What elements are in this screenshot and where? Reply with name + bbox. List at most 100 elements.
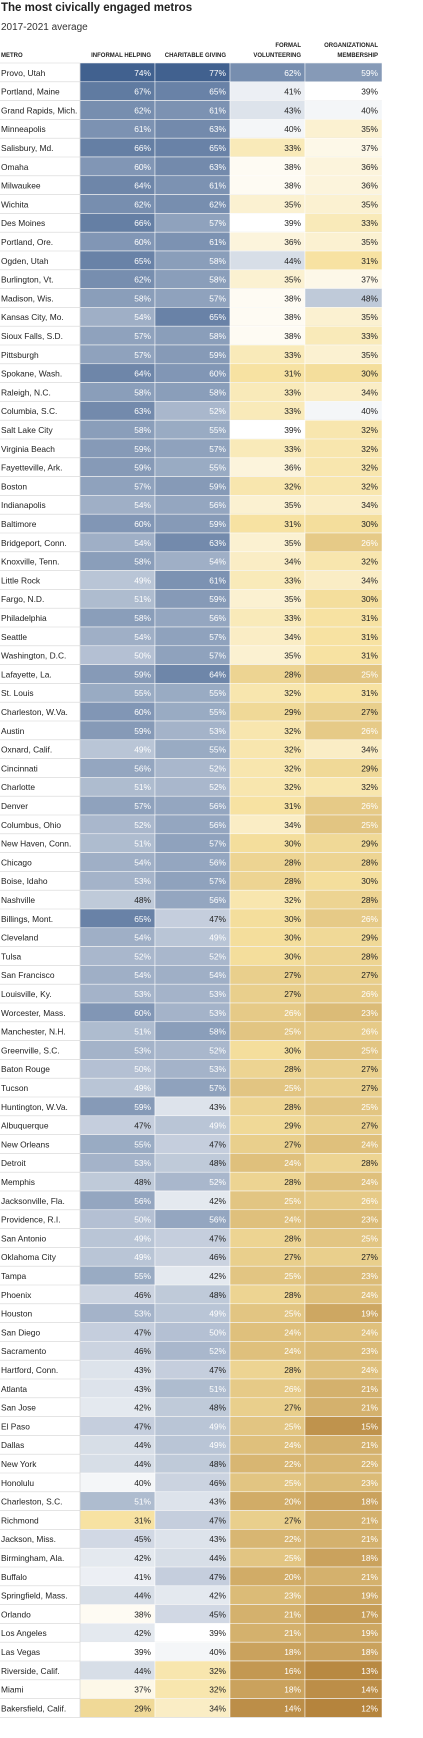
cell-value: 32% <box>284 688 301 698</box>
cell-value: 50% <box>134 1064 151 1074</box>
metro-label: Los Angeles <box>1 1628 47 1638</box>
cell-value: 25% <box>284 1027 301 1037</box>
cell-value: 53% <box>209 1064 226 1074</box>
cell-value: 44% <box>134 1666 151 1676</box>
cell-value: 62% <box>209 199 226 209</box>
cell-value: 26% <box>361 801 378 811</box>
cell-value: 24% <box>284 1158 301 1168</box>
cell-value: 34% <box>284 820 301 830</box>
cell-value: 54% <box>134 632 151 642</box>
cell-value: 25% <box>284 1478 301 1488</box>
cell-value: 59% <box>209 481 226 491</box>
cell-value: 34% <box>209 1703 226 1713</box>
metro-label: Honolulu <box>1 1478 34 1488</box>
cell-value: 40% <box>361 406 378 416</box>
cell-value: 30% <box>284 914 301 924</box>
cell-value: 58% <box>134 557 151 567</box>
cell-value: 33% <box>284 613 301 623</box>
metro-label: Wichita <box>1 199 29 209</box>
cell-value: 25% <box>361 1233 378 1243</box>
cell-value: 32% <box>284 782 301 792</box>
cell-value: 43% <box>134 1365 151 1375</box>
metro-label: Louisville, Ky. <box>1 989 52 999</box>
cell-value: 34% <box>361 387 378 397</box>
cell-value: 60% <box>209 369 226 379</box>
metro-label: New Haven, Conn. <box>1 839 71 849</box>
cell-value: 29% <box>284 1121 301 1131</box>
cell-value: 40% <box>284 124 301 134</box>
cell-value: 51% <box>134 1027 151 1037</box>
cell-value: 42% <box>209 1591 226 1601</box>
cell-value: 65% <box>209 143 226 153</box>
cell-value: 45% <box>134 1534 151 1544</box>
metro-label: Buffalo <box>1 1572 27 1582</box>
cell-value: 53% <box>209 989 226 999</box>
col-header-metro: METRO <box>1 53 23 59</box>
cell-value: 52% <box>209 782 226 792</box>
col-header-formal-volunteering: FORMAL <box>275 43 301 49</box>
cell-value: 58% <box>209 1027 226 1037</box>
metro-label: Detroit <box>1 1158 26 1168</box>
cell-value: 31% <box>134 1515 151 1525</box>
cell-value: 64% <box>134 181 151 191</box>
cell-value: 32% <box>361 425 378 435</box>
cell-value: 27% <box>361 1252 378 1262</box>
metro-label: Baltimore <box>1 519 37 529</box>
cell-value: 28% <box>284 1102 301 1112</box>
metro-label: Knoxville, Tenn. <box>1 557 60 567</box>
col-header-organizational-membership: ORGANIZATIONAL <box>324 43 378 49</box>
cell-value: 58% <box>134 613 151 623</box>
cell-value: 59% <box>134 669 151 679</box>
metro-label: Bakersfield, Calif. <box>1 1703 66 1713</box>
cell-value: 63% <box>209 538 226 548</box>
cell-value: 55% <box>209 425 226 435</box>
cell-value: 55% <box>209 463 226 473</box>
cell-value: 34% <box>284 632 301 642</box>
cell-value: 34% <box>361 575 378 585</box>
cell-value: 28% <box>361 895 378 905</box>
cell-value: 57% <box>134 481 151 491</box>
cell-value: 49% <box>209 1421 226 1431</box>
cell-value: 28% <box>284 1177 301 1187</box>
metro-label: Washington, D.C. <box>1 651 66 661</box>
cell-value: 39% <box>284 218 301 228</box>
cell-value: 13% <box>361 1666 378 1676</box>
cell-value: 65% <box>209 312 226 322</box>
cell-value: 39% <box>134 1647 151 1657</box>
cell-value: 29% <box>284 707 301 717</box>
cell-value: 62% <box>134 275 151 285</box>
cell-value: 26% <box>284 1008 301 1018</box>
cell-value: 20% <box>284 1572 301 1582</box>
cell-value: 27% <box>284 1139 301 1149</box>
cell-value: 47% <box>209 1515 226 1525</box>
metro-label: Spokane, Wash. <box>1 369 62 379</box>
metro-label: Minneapolis <box>1 124 46 134</box>
cell-value: 47% <box>134 1327 151 1337</box>
metro-label: Philadelphia <box>1 613 47 623</box>
cell-value: 51% <box>134 782 151 792</box>
cell-value: 26% <box>361 1196 378 1206</box>
cell-value: 57% <box>209 293 226 303</box>
cell-value: 27% <box>361 970 378 980</box>
metro-label: Austin <box>1 726 25 736</box>
metro-label: Billings, Mont. <box>1 914 53 924</box>
cell-value: 32% <box>284 726 301 736</box>
cell-value: 64% <box>209 669 226 679</box>
metro-label: Miami <box>1 1685 23 1695</box>
cell-value: 19% <box>361 1628 378 1638</box>
cell-value: 55% <box>134 1139 151 1149</box>
cell-value: 57% <box>209 876 226 886</box>
cell-value: 31% <box>284 369 301 379</box>
cell-value: 60% <box>134 707 151 717</box>
cell-value: 42% <box>209 1196 226 1206</box>
metro-label: Portland, Maine <box>1 87 60 97</box>
metro-label: Charleston, S.C. <box>1 1497 62 1507</box>
cell-value: 60% <box>134 237 151 247</box>
cell-value: 30% <box>284 951 301 961</box>
cell-value: 49% <box>134 1233 151 1243</box>
cell-value: 18% <box>361 1647 378 1657</box>
cell-value: 16% <box>284 1666 301 1676</box>
cell-value: 49% <box>134 1083 151 1093</box>
cell-value: 49% <box>134 575 151 585</box>
cell-value: 35% <box>361 350 378 360</box>
